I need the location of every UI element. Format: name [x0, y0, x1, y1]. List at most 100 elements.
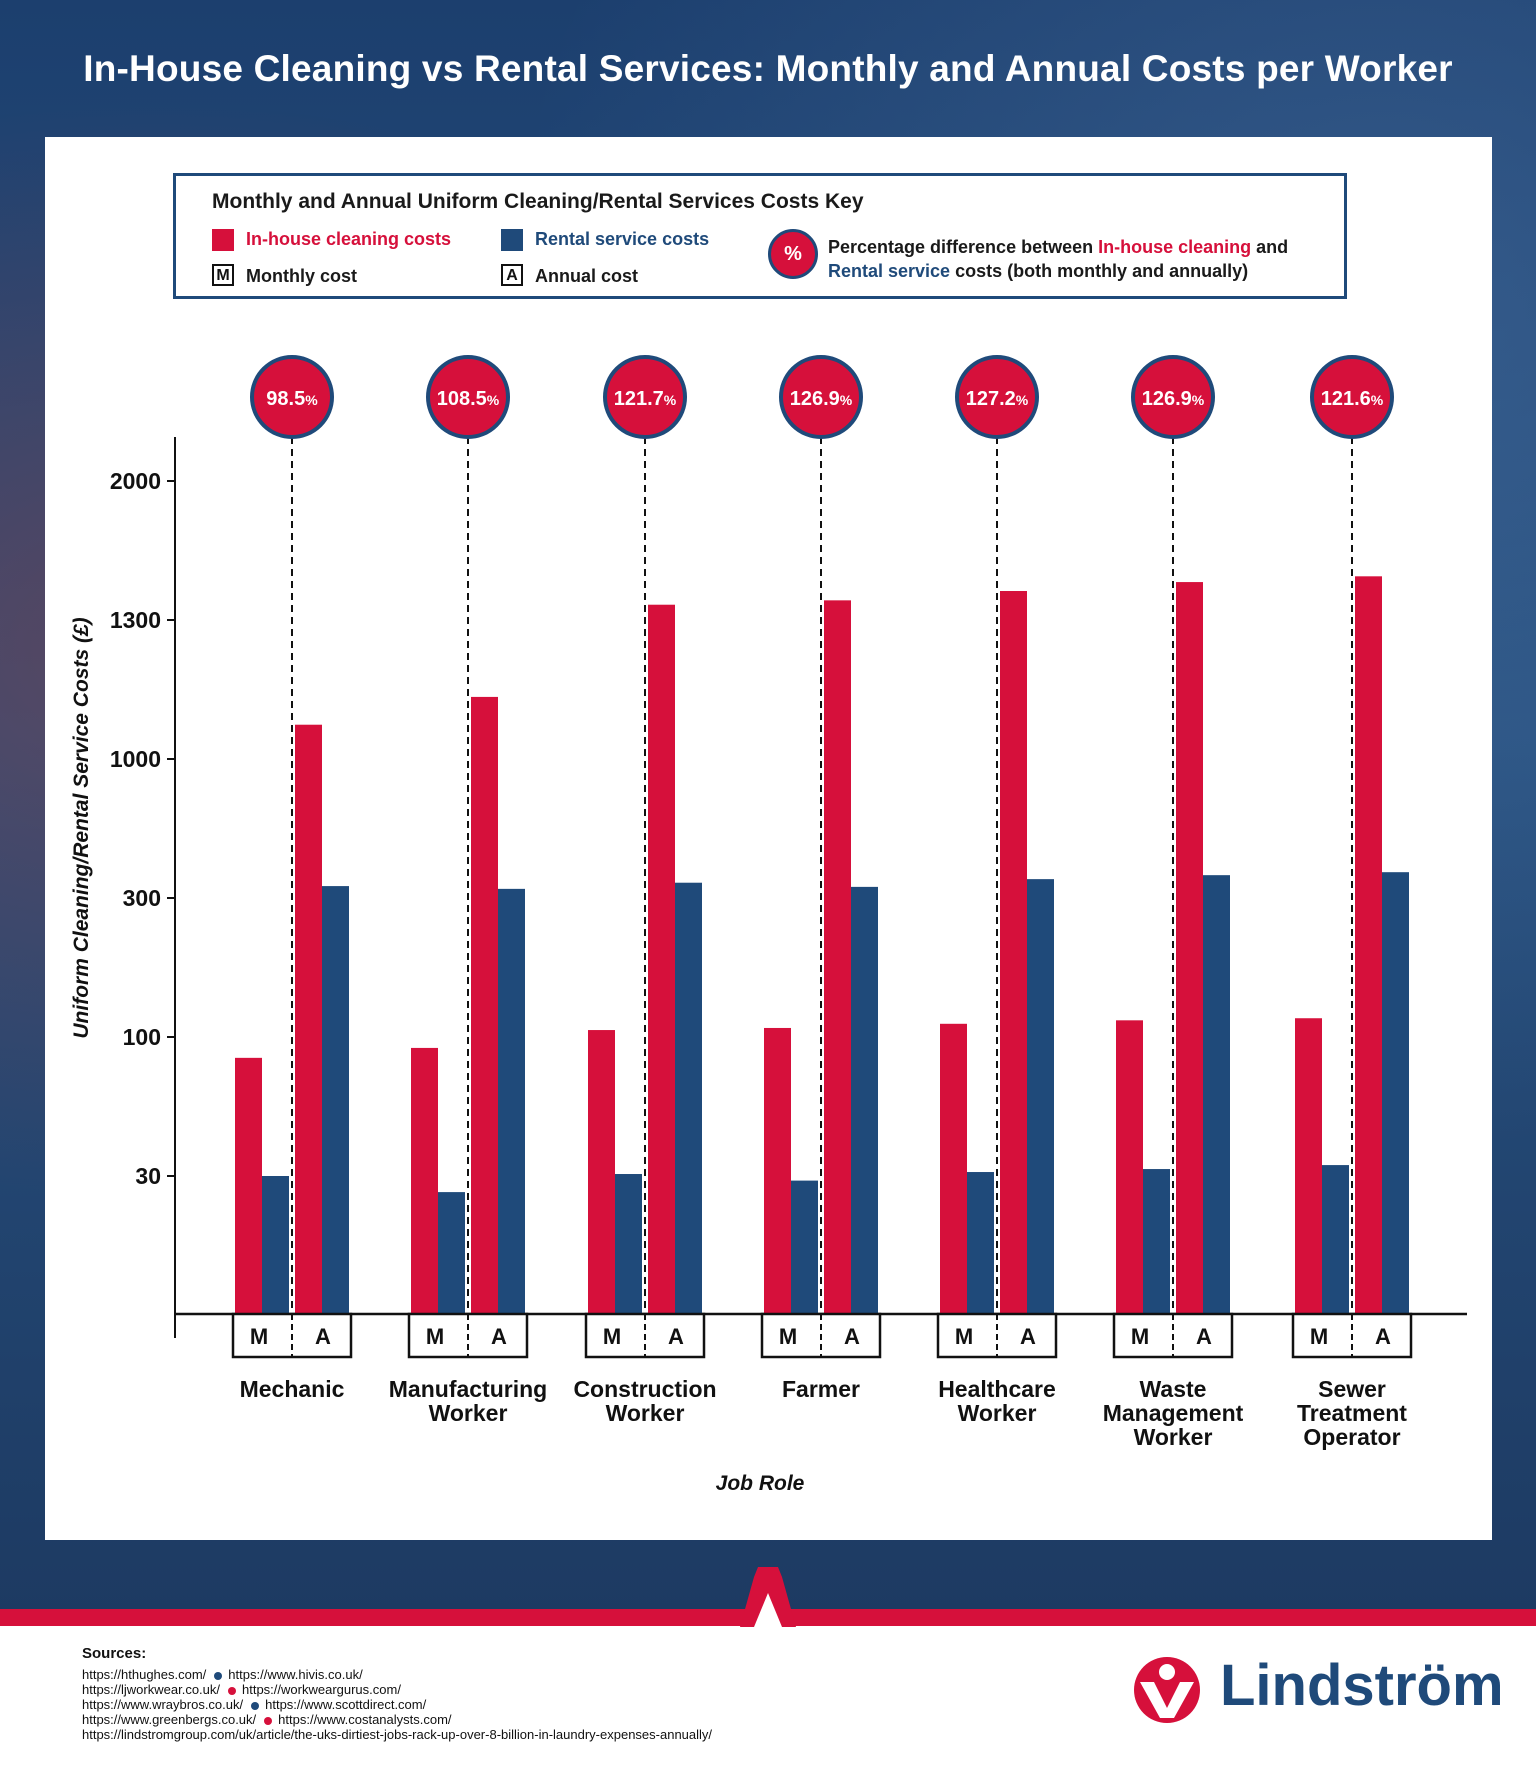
period-label-monthly: M	[1310, 1324, 1328, 1349]
period-label-annual: A	[1196, 1324, 1212, 1349]
bar	[1203, 875, 1230, 1314]
percent-difference-badge	[250, 355, 334, 439]
legend-rental-label: Rental service costs	[535, 229, 710, 249]
pct-desc-part: costs (both monthly and annually)	[950, 261, 1249, 281]
bar	[1000, 591, 1027, 1314]
period-label-annual: A	[1375, 1324, 1391, 1349]
period-label-monthly: M	[779, 1324, 797, 1349]
percent-difference-label: 126.9%	[790, 388, 853, 410]
bar	[411, 1047, 438, 1314]
category-label: Treatment	[1297, 1400, 1407, 1426]
source-link[interactable]: https://workweargurus.com/	[242, 1682, 401, 1697]
period-label-monthly: M	[1131, 1324, 1149, 1349]
bar	[1176, 582, 1203, 1314]
percent-difference-label: 126.9%	[1142, 388, 1205, 410]
source-link[interactable]: https://www.wraybros.co.uk/	[82, 1697, 244, 1712]
bar	[648, 604, 675, 1314]
percent-difference-label: 98.5%	[266, 388, 318, 410]
category-label: Healthcare	[938, 1376, 1056, 1402]
percent-icon: %	[768, 229, 818, 279]
bar	[322, 886, 349, 1314]
category-label: Construction	[573, 1376, 716, 1402]
percent-difference-label: 127.2%	[966, 388, 1029, 410]
category-label: Farmer	[782, 1376, 860, 1402]
y-tick-label: 100	[123, 1024, 161, 1050]
period-label-monthly: M	[603, 1324, 621, 1349]
percent-difference-badge	[1310, 355, 1394, 439]
bar	[791, 1180, 818, 1314]
category-label: Mechanic	[240, 1376, 345, 1402]
bar	[1027, 879, 1054, 1314]
inhouse-swatch	[212, 229, 234, 251]
category-label: Worker	[1134, 1424, 1213, 1450]
band-peak-decoration	[740, 1567, 796, 1627]
bar	[1322, 1165, 1349, 1314]
legend-percent-description: Percentage difference between In-house c…	[828, 235, 1288, 283]
legend-annual-label: Annual cost	[535, 266, 639, 286]
period-label-monthly: M	[250, 1324, 268, 1349]
bar	[1355, 576, 1382, 1314]
category-label: Sewer	[1318, 1376, 1386, 1402]
y-tick-label: 30	[135, 1163, 161, 1189]
rental-swatch	[501, 229, 523, 251]
legend-monthly-label: Monthly cost	[246, 266, 357, 286]
category-label: Manufacturing	[389, 1376, 547, 1402]
bar	[1116, 1020, 1143, 1314]
y-tick-label: 2000	[110, 468, 161, 494]
bar	[262, 1176, 289, 1314]
source-line: https://www.greenbergs.co.uk/https://www…	[82, 1712, 452, 1727]
category-label: Operator	[1303, 1424, 1400, 1450]
bar	[471, 696, 498, 1314]
percent-difference-badge	[426, 355, 510, 439]
bar	[675, 882, 702, 1314]
legend-inhouse-label: In-house cleaning costs	[246, 229, 452, 249]
source-separator-dot	[228, 1686, 236, 1695]
category-label: Worker	[606, 1400, 685, 1426]
period-label-annual: A	[1020, 1324, 1036, 1349]
bar	[438, 1192, 465, 1314]
legend: Monthly and Annual Uniform Cleaning/Rent…	[173, 173, 1347, 299]
bar	[1295, 1018, 1322, 1314]
period-label-annual: A	[491, 1324, 507, 1349]
source-line: https://hthughes.com/https://www.hivis.c…	[82, 1667, 363, 1682]
category-label: Worker	[429, 1400, 508, 1426]
lindstrom-logo-icon	[1134, 1657, 1200, 1723]
source-line: https://www.wraybros.co.uk/https://www.s…	[82, 1697, 426, 1712]
percent-difference-badge	[779, 355, 863, 439]
percent-difference-badge	[1131, 355, 1215, 439]
legend-title: Monthly and Annual Uniform Cleaning/Rent…	[212, 190, 864, 213]
period-label-annual: A	[844, 1324, 860, 1349]
source-link[interactable]: https://ljworkwear.co.uk/	[82, 1682, 220, 1697]
bar	[1143, 1169, 1170, 1314]
source-link[interactable]: https://www.greenbergs.co.uk/	[82, 1712, 257, 1727]
monthly-letter-icon: M	[212, 264, 234, 286]
pct-desc-rental: Rental service	[828, 261, 951, 281]
source-link[interactable]: https://www.costanalysts.com/	[278, 1712, 452, 1727]
period-label-annual: A	[668, 1324, 684, 1349]
category-label: Waste	[1140, 1376, 1207, 1402]
page-title: In-House Cleaning vs Rental Services: Mo…	[83, 48, 1453, 89]
source-line: https://ljworkwear.co.uk/https://workwea…	[82, 1682, 401, 1697]
period-label-monthly: M	[955, 1324, 973, 1349]
bar	[498, 888, 525, 1314]
category-label: Worker	[958, 1400, 1037, 1426]
source-link[interactable]: https://hthughes.com/	[82, 1667, 207, 1682]
bar	[967, 1172, 994, 1314]
source-separator-dot	[214, 1671, 223, 1680]
y-axis-title: Uniform Cleaning/Rental Service Costs (£…	[70, 617, 93, 1038]
bar	[824, 600, 851, 1314]
pct-desc-part: and	[1251, 237, 1289, 257]
source-link[interactable]: https://lindstromgroup.com/uk/article/th…	[82, 1727, 713, 1742]
source-link[interactable]: https://www.scottdirect.com/	[265, 1697, 427, 1712]
source-separator-dot	[251, 1701, 260, 1710]
bar	[615, 1174, 642, 1314]
source-line: https://lindstromgroup.com/uk/article/th…	[82, 1727, 712, 1742]
bar-chart: 30 100 300 1000 1300 2000 Uniform Cleaning/Ren…	[70, 355, 1467, 1495]
bar	[1382, 872, 1409, 1314]
percent-difference-label: 108.5%	[437, 388, 500, 410]
annual-letter-icon: A	[501, 264, 523, 286]
category-label: Management	[1103, 1400, 1244, 1426]
brand-name: Lindström	[1220, 1653, 1504, 1718]
period-label-monthly: M	[426, 1324, 444, 1349]
source-link[interactable]: https://www.hivis.co.uk/	[228, 1667, 363, 1682]
